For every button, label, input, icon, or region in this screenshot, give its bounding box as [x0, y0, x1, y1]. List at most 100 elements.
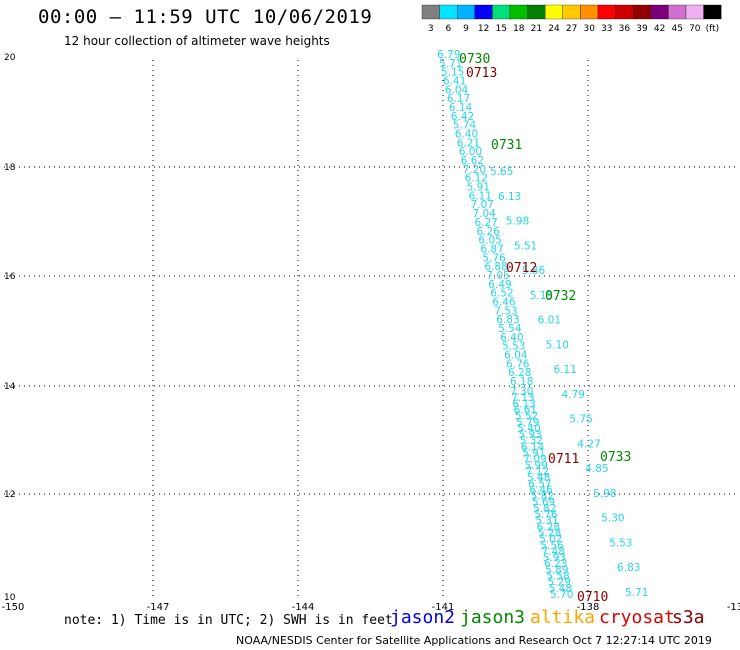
legend-label: 3 [428, 24, 434, 34]
wave-height-value: 6.00 [459, 146, 482, 158]
pass-time-label: 0731 [491, 138, 522, 153]
y-tick-label: 20 [4, 53, 16, 63]
wave-height-value: 6.42 [451, 111, 474, 123]
x-tick-label: -150 [2, 602, 25, 612]
wave-height-value: 5.53 [502, 341, 525, 353]
wave-height-value: 6.05 [478, 235, 501, 247]
wave-height-value: 5.93 [518, 429, 541, 441]
wave-height-value: 6.11 [554, 364, 577, 376]
legend-label: 70 [689, 24, 701, 34]
legend-label: 27 [566, 24, 577, 34]
chart-subtitle: 12 hour collection of altimeter wave hei… [64, 34, 330, 48]
units-note: note: 1) Time is in UTC; 2) SWH is in fe… [64, 613, 393, 628]
wave-height-value: 7.12 [526, 466, 549, 478]
satellite-label-altika: altika [530, 607, 596, 628]
wave-height-value: 5.15 [441, 67, 464, 79]
y-tick-label: 16 [4, 272, 16, 282]
wave-height-value: 5.98 [593, 488, 616, 500]
wave-height-value: 4.27 [577, 438, 600, 450]
legend-label: 6 [446, 24, 452, 34]
legend-label: 33 [601, 24, 612, 34]
wave-height-value: 5.89 [545, 564, 568, 576]
wave-height-value: 5.51 [514, 240, 537, 252]
wave-height-value: 7.53 [494, 305, 517, 317]
x-tick-label: -141 [432, 602, 455, 612]
wave-height-value: 6.26 [476, 226, 500, 238]
y-tick-label: 14 [4, 382, 16, 392]
wave-height-value: 5.32 [520, 435, 543, 447]
y-tick-label: 12 [4, 490, 15, 500]
pass-time-label: 0712 [506, 261, 537, 276]
wave-height-value: 5.31 [535, 515, 558, 527]
wave-height-value: 6.13 [498, 191, 521, 203]
wave-height-value: 6.23 [544, 558, 567, 570]
wave-height-value: 6.40 [455, 129, 478, 141]
wave-height-value: 6.57 [528, 478, 551, 490]
wave-height-value: 6.14 [521, 441, 545, 453]
x-tick-label: -138 [577, 602, 600, 612]
wave-height-value: 6.83 [617, 562, 640, 574]
wave-height-value: 6.14 [449, 102, 473, 114]
chart-title: 00:00 – 11:59 UTC 10/06/2019 [38, 6, 373, 28]
wave-height-value: 6.88 [484, 261, 507, 273]
wave-height-value: 7.05 [486, 270, 509, 282]
wave-height-value: 5.52 [515, 411, 538, 423]
wave-height-value: 6.62 [461, 155, 484, 167]
pass-time-label: 0711 [548, 452, 579, 467]
legend-label: (ft) [706, 24, 720, 34]
wave-height-value: 5.15 [530, 290, 553, 302]
wave-height-value: 7.09 [523, 454, 546, 466]
wave-height-value: 5.82 [533, 503, 556, 515]
wave-height-value: 6.41 [443, 76, 466, 88]
wave-height-value: 6.49 [488, 279, 511, 291]
wave-height-value: 6.17 [447, 93, 470, 105]
wave-height-value: 5.93 [543, 552, 566, 564]
x-tick-label: -144 [292, 602, 315, 612]
y-tick-label: 18 [4, 163, 16, 173]
wave-height-value: 5.56 [540, 540, 564, 552]
wave-height-value: 5.40 [517, 423, 540, 435]
wave-height-value: 5.53 [609, 537, 632, 549]
x-tick-label: -13 [727, 602, 740, 612]
wave-height-value: 7.48 [542, 546, 565, 558]
x-tick-label: -147 [147, 602, 170, 612]
satellite-label-cryosat: cryosat [599, 607, 675, 628]
legend-swatch [703, 4, 722, 20]
wave-height-value: 5.82 [531, 491, 554, 503]
legend-label: 15 [495, 24, 506, 34]
wave-height-value: 5.10 [546, 339, 569, 351]
legend-label: 42 [654, 24, 665, 34]
wave-height-value: 6.46 [529, 484, 553, 496]
wave-height-value: 6.40 [500, 332, 523, 344]
pass-time-label: 0730 [459, 52, 490, 67]
wave-height-value: 5.75 [569, 414, 592, 426]
wave-height-value: 5.91 [467, 182, 490, 194]
wave-height-value: 6.11 [469, 190, 492, 202]
wave-height-value: 5.91 [522, 448, 545, 460]
wave-height-value: 6.28 [537, 521, 560, 533]
wave-height-value: 7.30 [510, 386, 533, 398]
wave-height-value: 6.52 [490, 288, 513, 300]
wave-height-value: 6.28 [508, 367, 531, 379]
satellite-label-jason3: jason3 [460, 607, 526, 628]
wave-height-value: 5.02 [539, 534, 562, 546]
wave-height-value: 7.13 [511, 392, 534, 404]
wave-height-value: 6.04 [445, 84, 469, 96]
legend-label: 39 [636, 24, 648, 34]
pass-time-label: 0732 [545, 289, 576, 304]
wave-height-value: 5.71 [625, 587, 648, 599]
wave-height-value: 6.83 [496, 314, 519, 326]
wave-height-value: 6.46 [492, 296, 516, 308]
wave-height-value: 7.07 [471, 199, 494, 211]
wave-height-value: 4.85 [585, 463, 608, 475]
wave-height-value: 5.65 [490, 166, 513, 178]
wave-height-value: 6.13 [512, 398, 535, 410]
wave-height-color-legend: 3 6 9 12 15 18 21 24 27 30 33 36 39 42 45 70 (ft) [421, 4, 722, 34]
wave-height-value: 5.28 [538, 527, 561, 539]
wave-height-value: 5.98 [506, 216, 529, 228]
wave-height-value: 6.21 [457, 137, 480, 149]
wave-height-value: 5.76 [534, 509, 558, 521]
satellite-label-jason2: jason2 [390, 607, 456, 628]
wave-height-value: 5.86 [522, 265, 546, 277]
legend-label: 21 [531, 24, 542, 34]
